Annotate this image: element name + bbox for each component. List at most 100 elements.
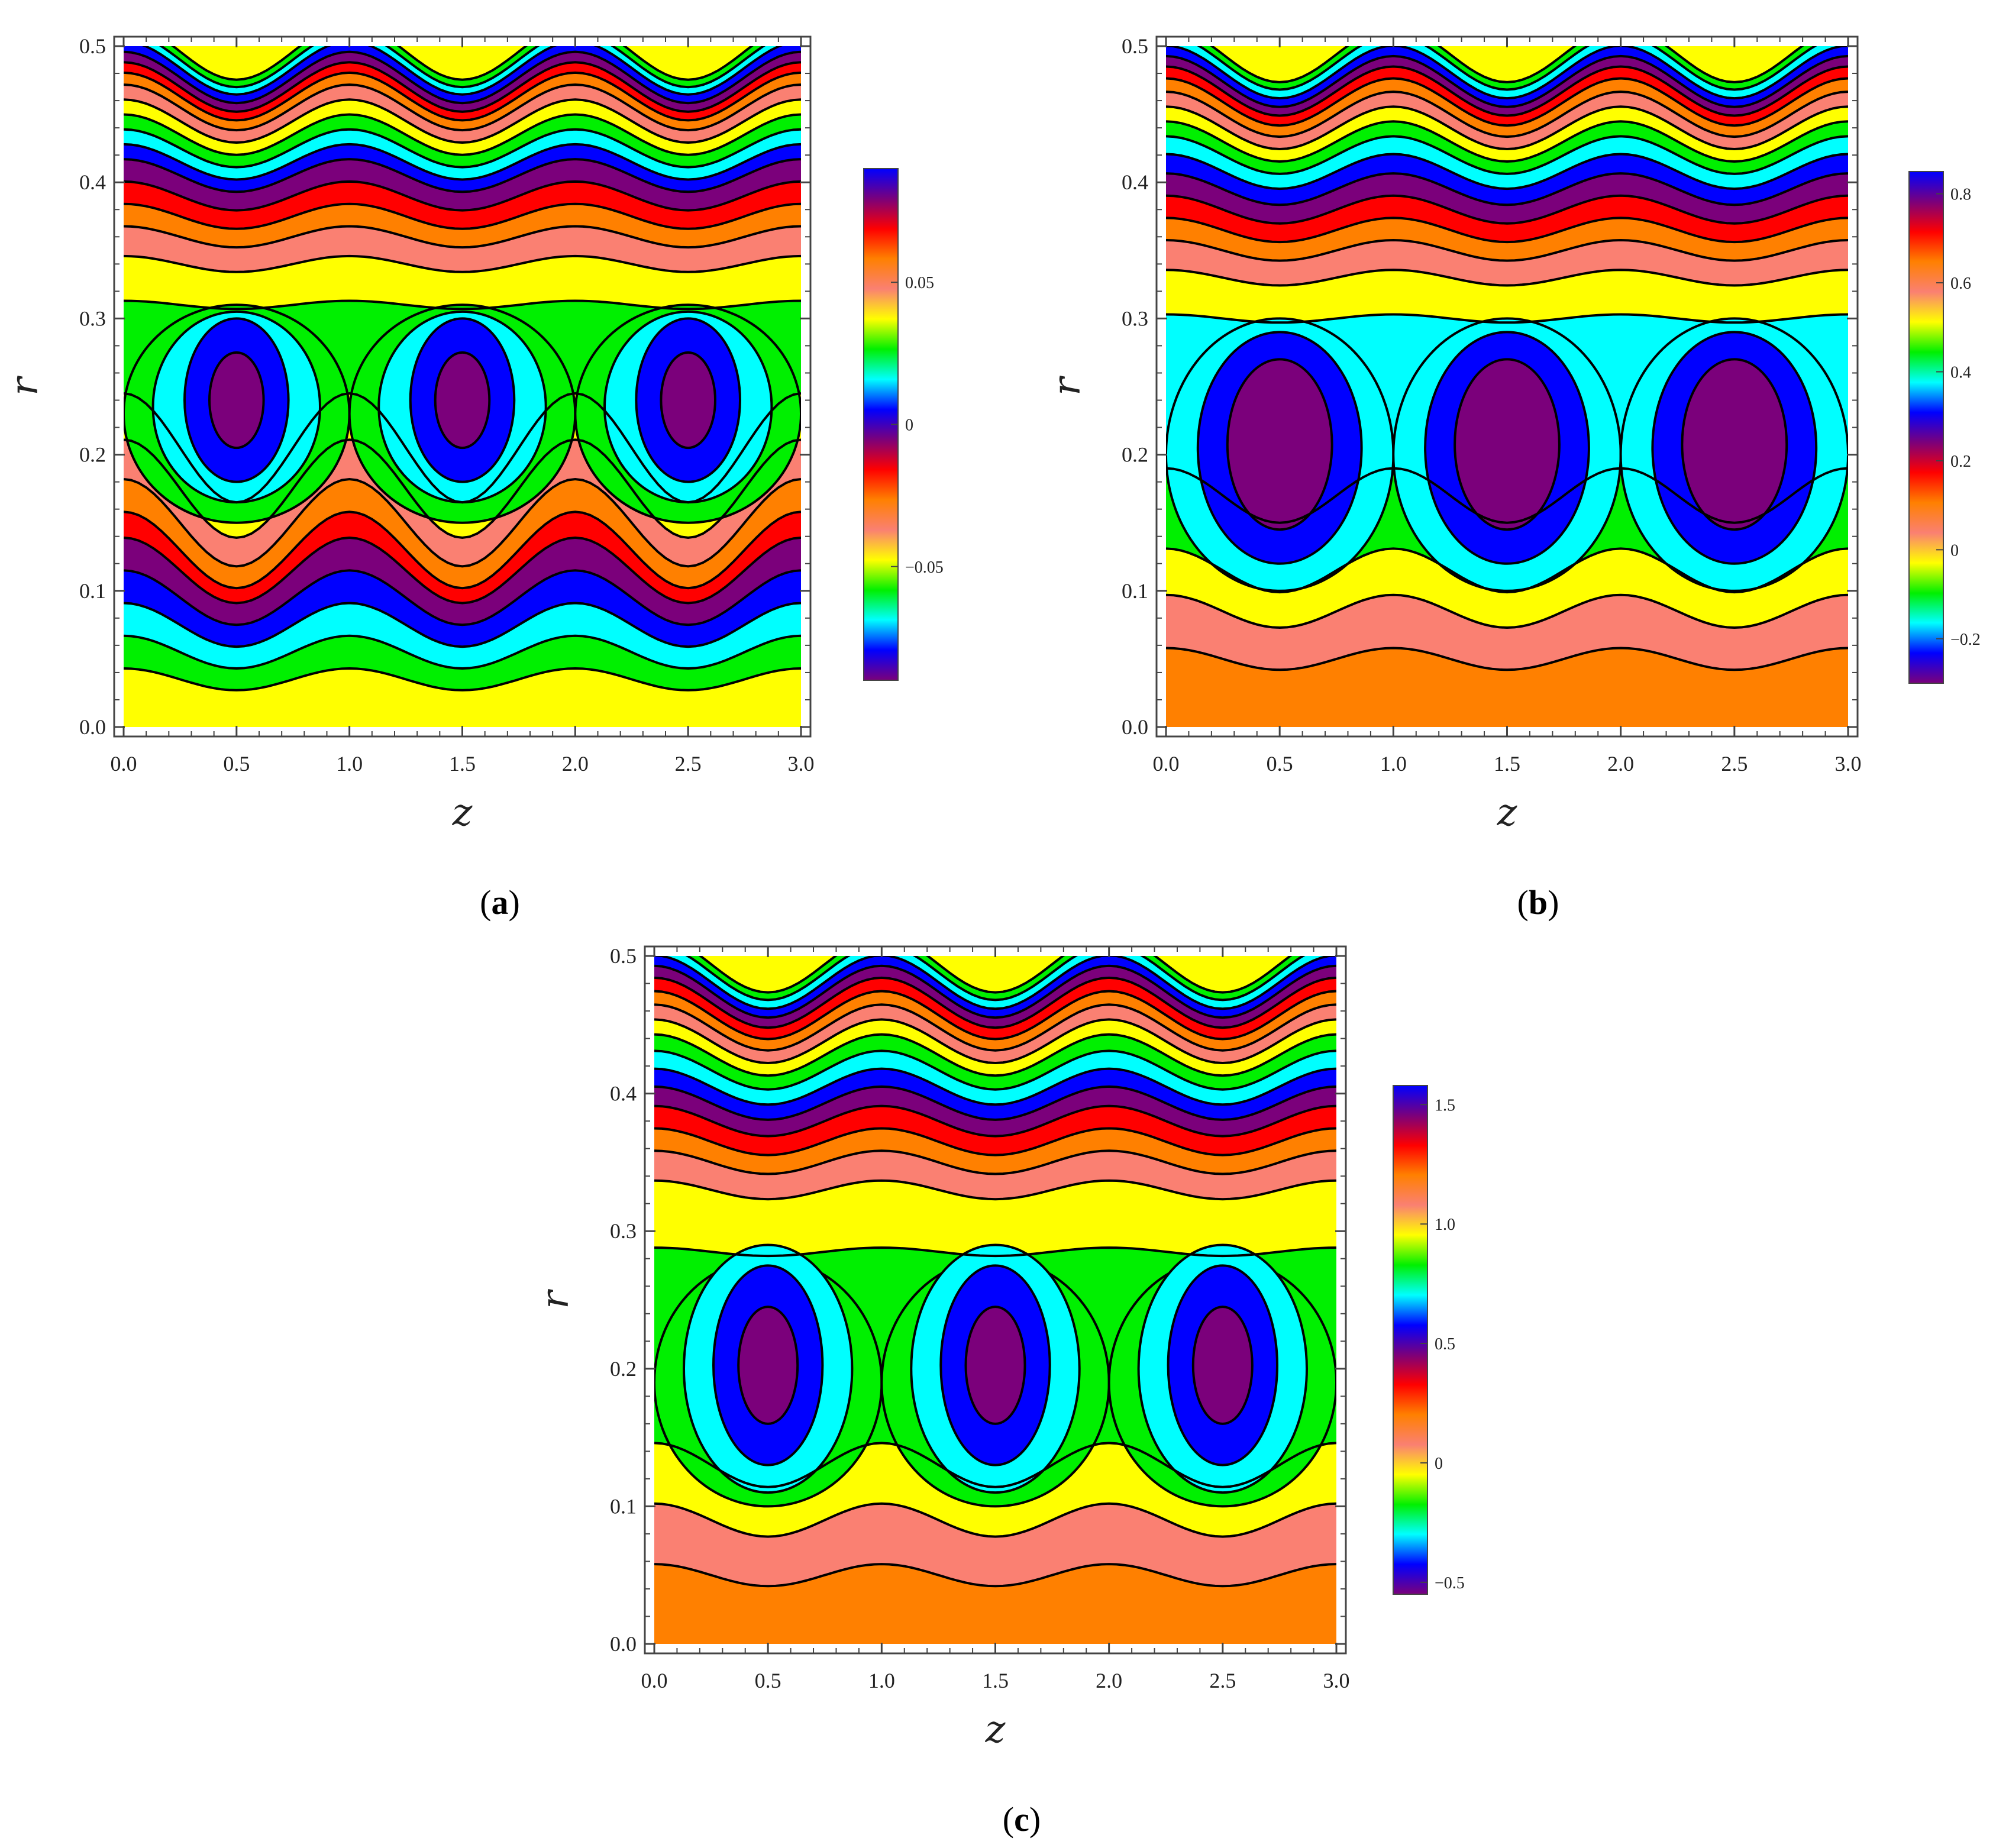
contour-line xyxy=(1166,91,1848,138)
contour-line xyxy=(141,46,783,96)
contour-line xyxy=(1166,135,1848,175)
contour-line xyxy=(124,438,801,539)
colorbar-tick-label: −0.2 xyxy=(1950,631,1981,649)
x-tick-label: 0.5 xyxy=(223,752,250,776)
x-tick-label: 1.5 xyxy=(449,752,476,776)
x-tick-label: 1.0 xyxy=(336,752,363,776)
contour-line xyxy=(124,61,801,113)
caption-a-open: ( xyxy=(480,883,491,922)
contour-line xyxy=(124,477,801,568)
contour-line xyxy=(124,158,801,193)
colorbar-tick-label: 1.0 xyxy=(1435,1216,1455,1234)
contour-line xyxy=(654,976,1336,1029)
vortex-contour xyxy=(208,351,265,450)
vortex-contour xyxy=(1226,358,1333,531)
x-tick-label: 2.0 xyxy=(562,752,589,776)
y-tick-label: 0.0 xyxy=(79,715,106,739)
vortex-contour xyxy=(660,351,716,450)
contour-line xyxy=(1197,46,1817,91)
colorbar-gradient xyxy=(1393,1085,1428,1595)
x-tick-label: 2.5 xyxy=(1721,752,1748,776)
contour-line xyxy=(654,1049,1336,1091)
contour-line xyxy=(1166,46,1848,100)
contour-line xyxy=(654,1067,1336,1106)
contour-line xyxy=(124,98,801,144)
contour-line xyxy=(1166,105,1848,151)
contour-line xyxy=(124,50,801,105)
colorbar: −0.5 0 0.5 1.0 1.5 xyxy=(1393,1085,1465,1595)
contour-line xyxy=(124,143,801,181)
caption-a-close: ) xyxy=(509,883,520,922)
vortex-contour xyxy=(1681,358,1788,531)
contour-line xyxy=(124,392,801,504)
colorbar-tick-label: 0.4 xyxy=(1950,363,1971,382)
y-tick-label: 0.1 xyxy=(1122,579,1148,603)
contour-line xyxy=(654,1179,1336,1201)
contour-line xyxy=(654,1127,1336,1156)
y-tick-label: 0.1 xyxy=(610,1494,637,1518)
contour-band-upper xyxy=(654,956,1336,993)
x-tick-label: 3.0 xyxy=(788,752,815,776)
caption-b-close: ) xyxy=(1548,883,1559,922)
vortex-contour xyxy=(1454,358,1561,531)
contour-line xyxy=(124,299,801,311)
contour-line xyxy=(654,1442,1336,1488)
colorbar: −0.05 0 0.05 xyxy=(863,168,944,681)
x-tick-label: 1.5 xyxy=(1494,752,1520,776)
contour-line xyxy=(124,254,801,273)
contour-band-upper xyxy=(124,46,801,80)
x-tick-label: 3.0 xyxy=(1835,752,1862,776)
contour-line xyxy=(698,956,1293,994)
colorbar-tick-label: 0.8 xyxy=(1950,186,1971,204)
contour-field xyxy=(654,956,1336,1644)
caption-b-open: ( xyxy=(1517,883,1529,922)
contour-line xyxy=(124,511,801,590)
contour-line xyxy=(124,569,801,626)
contour-line xyxy=(654,1149,1336,1175)
contour-line xyxy=(159,46,766,89)
contour-line xyxy=(124,225,801,249)
colorbar-gradient xyxy=(1908,171,1944,684)
contour-line xyxy=(171,46,754,81)
contour-line xyxy=(1166,593,1848,629)
contour-line xyxy=(124,180,801,212)
y-tick-label: 0.2 xyxy=(1122,443,1148,467)
contour-line xyxy=(685,956,1306,1001)
caption-c-close: ) xyxy=(1029,1800,1041,1839)
x-tick-label: 2.5 xyxy=(1209,1669,1236,1692)
y-tick-label: 0.2 xyxy=(610,1357,637,1381)
x-tick-label: 0.0 xyxy=(1153,752,1180,776)
panel-b: 0.0 0.5 1.0 1.5 2.0 2.5 3.0 0.0 0.1 0.2 0.3 0.4 0.5 z… xyxy=(1045,34,1981,835)
colorbar-tick-label: −0.5 xyxy=(1435,1574,1465,1592)
x-axis-title: z xyxy=(985,1708,1006,1752)
caption-b: (b) xyxy=(1517,883,1559,922)
colorbar-tick-label: 1.5 xyxy=(1435,1096,1455,1114)
caption-a-letter: a xyxy=(492,883,509,922)
colorbar-tick-label: 0.6 xyxy=(1950,274,1971,293)
contour-line xyxy=(654,1033,1336,1077)
contour-line xyxy=(1166,238,1848,262)
contour-line xyxy=(1166,269,1848,287)
colorbar: −0.2 0 0.2 0.4 0.6 0.8 xyxy=(1908,171,1981,684)
contour-line xyxy=(1166,547,1848,594)
panel-c: 0.0 0.5 1.0 1.5 2.0 2.5 3.0 0.0 0.1 0.2 0.3 0.4 0.5 z… xyxy=(534,944,1465,1752)
y-axis-title: r xyxy=(534,1289,577,1309)
contour-line xyxy=(1166,194,1848,225)
contour-line xyxy=(124,634,801,670)
contour-line xyxy=(1166,313,1848,324)
contour-line xyxy=(124,667,801,692)
contour-line xyxy=(124,602,801,648)
y-tick-label: 0.0 xyxy=(1122,715,1148,739)
contour-line xyxy=(1166,217,1848,244)
y-tick-label: 0.3 xyxy=(610,1219,637,1243)
x-tick-label: 0.0 xyxy=(641,1669,668,1692)
contour-line xyxy=(654,1246,1336,1258)
vortex-contour xyxy=(1191,1306,1254,1425)
contour-line xyxy=(124,536,801,605)
y-tick-label: 0.5 xyxy=(1122,34,1148,58)
x-tick-label: 0.0 xyxy=(111,752,137,776)
colorbar-tick-label: 0.05 xyxy=(905,274,934,292)
x-tick-label: 1.0 xyxy=(1380,752,1407,776)
x-tick-label: 1.5 xyxy=(982,1669,1009,1692)
